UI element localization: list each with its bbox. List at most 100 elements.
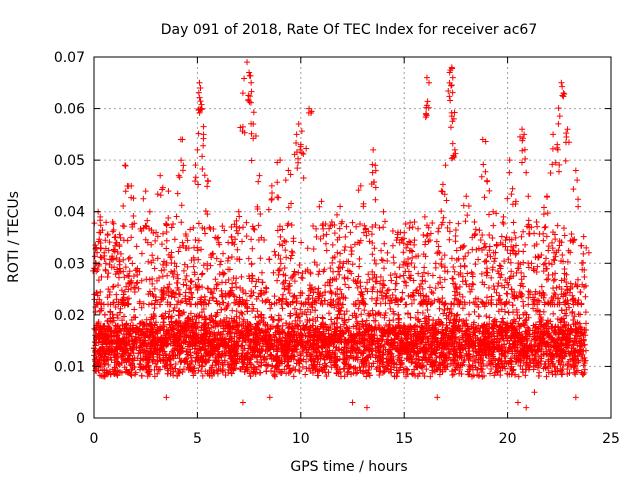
data-point: [131, 306, 138, 313]
data-point: [254, 308, 261, 315]
data-point: [296, 368, 303, 375]
data-point: [112, 304, 119, 311]
data-point: [500, 335, 507, 342]
data-point: [180, 366, 187, 373]
data-point: [545, 369, 552, 376]
data-point: [176, 366, 183, 373]
data-point: [571, 313, 578, 320]
data-point: [515, 373, 522, 380]
data-point: [440, 310, 447, 317]
data-point: [566, 304, 573, 311]
data-point: [466, 311, 473, 318]
data-point: [550, 310, 557, 317]
data-point: [328, 364, 335, 371]
data-point: [522, 372, 529, 379]
data-point: [459, 305, 466, 312]
data-point: [475, 313, 482, 320]
data-point: [296, 317, 303, 324]
data-point: [421, 315, 428, 322]
data-point: [170, 307, 177, 314]
data-point: [117, 305, 124, 312]
data-point: [256, 369, 263, 376]
data-point: [303, 353, 310, 360]
data-point: [511, 354, 518, 361]
data-point: [198, 309, 205, 316]
data-point: [424, 307, 431, 314]
data-point: [427, 373, 434, 380]
data-point: [483, 313, 490, 320]
data-point: [450, 362, 457, 369]
data-point: [499, 315, 506, 322]
data-point: [233, 313, 240, 320]
data-point: [501, 308, 508, 315]
data-point: [518, 331, 525, 338]
data-point: [221, 325, 228, 332]
data-point: [518, 357, 525, 364]
data-point: [302, 371, 309, 378]
data-point: [123, 359, 130, 366]
data-point: [267, 305, 274, 312]
data-point: [275, 312, 282, 319]
data-point: [557, 319, 564, 326]
data-point: [261, 353, 268, 360]
data-point: [488, 365, 495, 372]
data-point: [276, 316, 283, 323]
data-point: [424, 335, 431, 342]
data-point: [299, 363, 306, 370]
data-point: [419, 370, 426, 377]
data-point: [175, 370, 182, 377]
data-point: [400, 369, 407, 376]
data-point: [582, 309, 589, 316]
data-point: [200, 305, 207, 312]
data-point: [558, 307, 565, 314]
data-point: [291, 305, 298, 312]
data-point: [239, 310, 246, 317]
data-point: [450, 356, 457, 363]
data-point: [323, 373, 330, 380]
data-point: [404, 366, 411, 373]
data-point: [390, 308, 397, 315]
data-point: [189, 357, 196, 364]
data-point: [404, 336, 411, 343]
data-point: [487, 370, 494, 377]
chart-title: Day 091 of 2018, Rate Of TEC Index for r…: [161, 22, 537, 38]
data-point: [214, 370, 221, 377]
data-point: [263, 368, 270, 375]
data-point: [101, 311, 108, 318]
data-point: [337, 333, 344, 340]
data-point: [317, 355, 324, 362]
data-point: [559, 371, 566, 378]
data-point: [471, 308, 478, 315]
data-point: [290, 373, 297, 380]
data-point: [436, 305, 443, 312]
data-point: [275, 317, 282, 324]
data-point: [387, 305, 394, 312]
data-point: [132, 314, 139, 321]
data-point: [152, 360, 159, 367]
data-point: [166, 308, 173, 315]
data-point: [520, 303, 527, 310]
data-point: [119, 317, 126, 324]
data-point: [252, 314, 259, 321]
data-point: [279, 305, 286, 312]
data-point: [289, 320, 296, 327]
data-point: [285, 325, 292, 332]
data-point: [583, 320, 590, 327]
data-point: [535, 373, 542, 380]
data-point: [390, 317, 397, 324]
data-point: [300, 356, 307, 363]
data-point: [523, 366, 530, 373]
data-point: [307, 309, 314, 316]
data-points: [90, 59, 592, 411]
data-point: [475, 304, 482, 311]
data-point: [303, 311, 310, 318]
data-point: [395, 311, 402, 318]
data-point: [138, 304, 145, 311]
data-point: [429, 369, 436, 376]
data-point: [207, 319, 214, 326]
data-point: [319, 314, 326, 321]
data-point: [160, 319, 167, 326]
data-point: [433, 319, 440, 326]
data-point: [160, 321, 167, 328]
